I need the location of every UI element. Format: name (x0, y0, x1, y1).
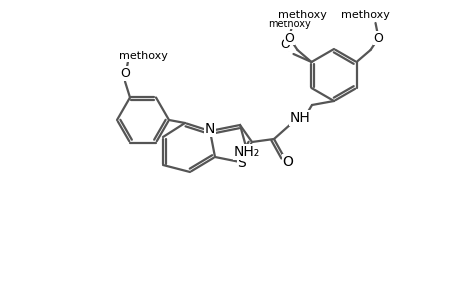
Text: O: O (280, 38, 290, 50)
Text: N: N (204, 122, 215, 136)
Text: O: O (373, 32, 383, 44)
Text: methoxy: methoxy (118, 52, 167, 61)
Text: NH₂: NH₂ (233, 145, 259, 159)
Text: methoxy: methoxy (277, 10, 326, 20)
Text: methoxy: methoxy (268, 19, 310, 29)
Text: NH: NH (289, 111, 310, 125)
Text: O: O (282, 155, 293, 169)
Text: O: O (120, 67, 129, 80)
Text: S: S (237, 156, 246, 170)
Text: methoxy: methoxy (340, 10, 389, 20)
Text: O: O (284, 32, 294, 44)
